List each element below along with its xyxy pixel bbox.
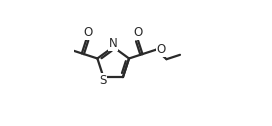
Text: O: O <box>134 26 143 39</box>
Text: O: O <box>157 43 166 56</box>
Text: O: O <box>84 26 93 39</box>
Text: N: N <box>109 37 118 50</box>
Text: S: S <box>99 74 107 87</box>
